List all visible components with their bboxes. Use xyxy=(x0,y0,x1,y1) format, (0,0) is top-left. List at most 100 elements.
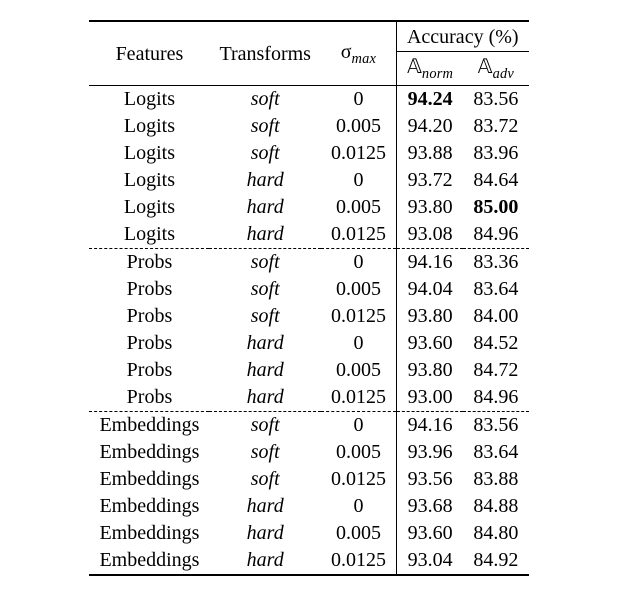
cell-sigma: 0.0125 xyxy=(321,466,397,493)
table-row: Embeddingssoft094.1683.56 xyxy=(89,412,528,440)
cell-sigma: 0.005 xyxy=(321,520,397,547)
cell-anorm: 94.20 xyxy=(396,113,463,140)
cell-aadv: 84.96 xyxy=(463,384,528,412)
cell-sigma: 0 xyxy=(321,493,397,520)
aadv-symbol: 𝔸 xyxy=(478,56,493,78)
cell-transforms: hard xyxy=(209,384,321,412)
cell-aadv: 84.64 xyxy=(463,167,528,194)
cell-transforms: hard xyxy=(209,194,321,221)
cell-transforms: soft xyxy=(209,466,321,493)
cell-sigma: 0 xyxy=(321,330,397,357)
cell-anorm: 93.80 xyxy=(396,303,463,330)
table-row: Embeddingshard0.012593.0484.92 xyxy=(89,547,528,575)
cell-transforms: hard xyxy=(209,221,321,249)
cell-transforms: soft xyxy=(209,113,321,140)
cell-aadv: 84.96 xyxy=(463,221,528,249)
table-row: Embeddingssoft0.012593.5683.88 xyxy=(89,466,528,493)
cell-features: Embeddings xyxy=(89,520,209,547)
table-row: Embeddingshard0.00593.6084.80 xyxy=(89,520,528,547)
cell-aadv: 84.52 xyxy=(463,330,528,357)
cell-anorm: 94.24 xyxy=(396,86,463,114)
cell-aadv: 84.88 xyxy=(463,493,528,520)
aadv-sub: adv xyxy=(493,66,514,82)
cell-anorm: 94.16 xyxy=(396,412,463,440)
cell-aadv: 83.56 xyxy=(463,412,528,440)
table-row: Probssoft0.012593.8084.00 xyxy=(89,303,528,330)
col-accuracy: Accuracy (%) xyxy=(396,21,528,52)
cell-anorm: 93.80 xyxy=(396,357,463,384)
cell-features: Logits xyxy=(89,86,209,114)
cell-sigma: 0.005 xyxy=(321,357,397,384)
table-row: Probshard0.00593.8084.72 xyxy=(89,357,528,384)
anorm-symbol: 𝔸 xyxy=(407,56,422,78)
cell-features: Logits xyxy=(89,140,209,167)
cell-sigma: 0.005 xyxy=(321,276,397,303)
cell-transforms: hard xyxy=(209,167,321,194)
cell-features: Probs xyxy=(89,384,209,412)
cell-aadv: 85.00 xyxy=(463,194,528,221)
cell-transforms: hard xyxy=(209,357,321,384)
cell-sigma: 0 xyxy=(321,249,397,277)
cell-features: Logits xyxy=(89,221,209,249)
cell-anorm: 93.96 xyxy=(396,439,463,466)
cell-features: Probs xyxy=(89,303,209,330)
col-sigma: σmax xyxy=(321,21,397,86)
cell-features: Embeddings xyxy=(89,412,209,440)
cell-aadv: 84.92 xyxy=(463,547,528,575)
cell-anorm: 93.04 xyxy=(396,547,463,575)
cell-transforms: soft xyxy=(209,303,321,330)
cell-transforms: soft xyxy=(209,140,321,167)
table-row: Logitshard0.012593.0884.96 xyxy=(89,221,528,249)
table-row: Probshard093.6084.52 xyxy=(89,330,528,357)
cell-features: Embeddings xyxy=(89,493,209,520)
cell-transforms: soft xyxy=(209,412,321,440)
cell-sigma: 0 xyxy=(321,412,397,440)
cell-aadv: 83.64 xyxy=(463,276,528,303)
cell-anorm: 93.08 xyxy=(396,221,463,249)
sigma-sub: max xyxy=(352,51,377,67)
cell-features: Embeddings xyxy=(89,466,209,493)
cell-features: Probs xyxy=(89,249,209,277)
table-row: Logitssoft094.2483.56 xyxy=(89,86,528,114)
cell-anorm: 93.88 xyxy=(396,140,463,167)
cell-anorm: 94.16 xyxy=(396,249,463,277)
cell-sigma: 0.0125 xyxy=(321,303,397,330)
cell-aadv: 83.56 xyxy=(463,86,528,114)
table-row: Logitssoft0.012593.8883.96 xyxy=(89,140,528,167)
cell-aadv: 84.72 xyxy=(463,357,528,384)
cell-features: Probs xyxy=(89,357,209,384)
cell-aadv: 84.00 xyxy=(463,303,528,330)
cell-sigma: 0 xyxy=(321,86,397,114)
cell-transforms: hard xyxy=(209,330,321,357)
table-row: Embeddingshard093.6884.88 xyxy=(89,493,528,520)
cell-transforms: hard xyxy=(209,547,321,575)
table-row: Probssoft0.00594.0483.64 xyxy=(89,276,528,303)
cell-anorm: 93.56 xyxy=(396,466,463,493)
cell-sigma: 0.005 xyxy=(321,439,397,466)
cell-anorm: 93.00 xyxy=(396,384,463,412)
col-transforms: Transforms xyxy=(209,21,321,86)
cell-aadv: 83.88 xyxy=(463,466,528,493)
cell-features: Logits xyxy=(89,194,209,221)
cell-anorm: 93.72 xyxy=(396,167,463,194)
cell-sigma: 0.005 xyxy=(321,113,397,140)
cell-features: Probs xyxy=(89,330,209,357)
cell-anorm: 94.04 xyxy=(396,276,463,303)
cell-sigma: 0.0125 xyxy=(321,140,397,167)
cell-sigma: 0.0125 xyxy=(321,221,397,249)
cell-transforms: hard xyxy=(209,493,321,520)
header-row-1: Features Transforms σmax Accuracy (%) xyxy=(89,21,528,52)
cell-anorm: 93.60 xyxy=(396,520,463,547)
col-aadv: 𝔸adv xyxy=(463,52,528,86)
col-features: Features xyxy=(89,21,209,86)
cell-sigma: 0.005 xyxy=(321,194,397,221)
cell-sigma: 0.0125 xyxy=(321,547,397,575)
cell-aadv: 83.64 xyxy=(463,439,528,466)
table-row: Logitshard093.7284.64 xyxy=(89,167,528,194)
cell-transforms: soft xyxy=(209,276,321,303)
table-row: Logitshard0.00593.8085.00 xyxy=(89,194,528,221)
anorm-sub: norm xyxy=(422,66,453,82)
table-row: Logitssoft0.00594.2083.72 xyxy=(89,113,528,140)
cell-anorm: 93.68 xyxy=(396,493,463,520)
cell-transforms: soft xyxy=(209,249,321,277)
